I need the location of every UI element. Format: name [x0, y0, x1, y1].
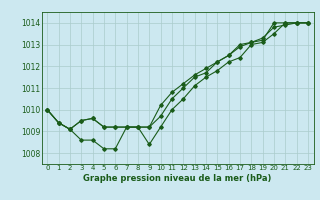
- X-axis label: Graphe pression niveau de la mer (hPa): Graphe pression niveau de la mer (hPa): [84, 174, 272, 183]
